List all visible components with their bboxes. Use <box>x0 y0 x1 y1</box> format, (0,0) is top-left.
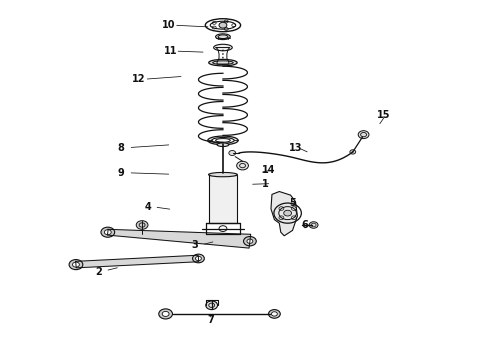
Circle shape <box>136 221 148 229</box>
Circle shape <box>159 309 172 319</box>
Text: 5: 5 <box>289 198 296 208</box>
Polygon shape <box>209 175 237 223</box>
Circle shape <box>247 239 253 243</box>
Circle shape <box>101 227 115 237</box>
Text: 1: 1 <box>262 179 269 189</box>
Text: 11: 11 <box>164 46 178 56</box>
Circle shape <box>358 131 369 139</box>
Ellipse shape <box>217 143 229 147</box>
Text: 6: 6 <box>301 220 308 230</box>
Circle shape <box>284 210 292 216</box>
Circle shape <box>196 256 201 261</box>
Text: 2: 2 <box>96 267 102 277</box>
Ellipse shape <box>214 44 232 51</box>
Circle shape <box>193 254 204 263</box>
Ellipse shape <box>209 59 237 66</box>
Circle shape <box>162 311 169 316</box>
Circle shape <box>229 150 236 156</box>
Text: 9: 9 <box>118 168 124 178</box>
Circle shape <box>269 310 280 318</box>
Circle shape <box>104 230 111 235</box>
Circle shape <box>237 161 248 170</box>
Text: 10: 10 <box>162 20 175 30</box>
Text: 8: 8 <box>118 143 124 153</box>
Circle shape <box>206 301 218 310</box>
Circle shape <box>69 260 83 270</box>
Text: 12: 12 <box>132 74 146 84</box>
Ellipse shape <box>208 136 238 145</box>
Text: 14: 14 <box>262 165 276 175</box>
Text: 4: 4 <box>145 202 151 212</box>
Circle shape <box>271 312 277 316</box>
Ellipse shape <box>216 34 230 40</box>
Text: 7: 7 <box>207 315 214 325</box>
Circle shape <box>73 262 79 267</box>
Polygon shape <box>75 255 199 268</box>
Polygon shape <box>271 192 297 236</box>
Polygon shape <box>107 229 251 248</box>
Text: 13: 13 <box>289 143 303 153</box>
Ellipse shape <box>212 138 234 143</box>
Circle shape <box>244 237 256 246</box>
Text: 15: 15 <box>377 110 391 120</box>
Text: 3: 3 <box>191 240 198 250</box>
Circle shape <box>350 150 356 154</box>
Circle shape <box>219 22 227 28</box>
Ellipse shape <box>209 172 237 177</box>
Circle shape <box>309 222 318 228</box>
